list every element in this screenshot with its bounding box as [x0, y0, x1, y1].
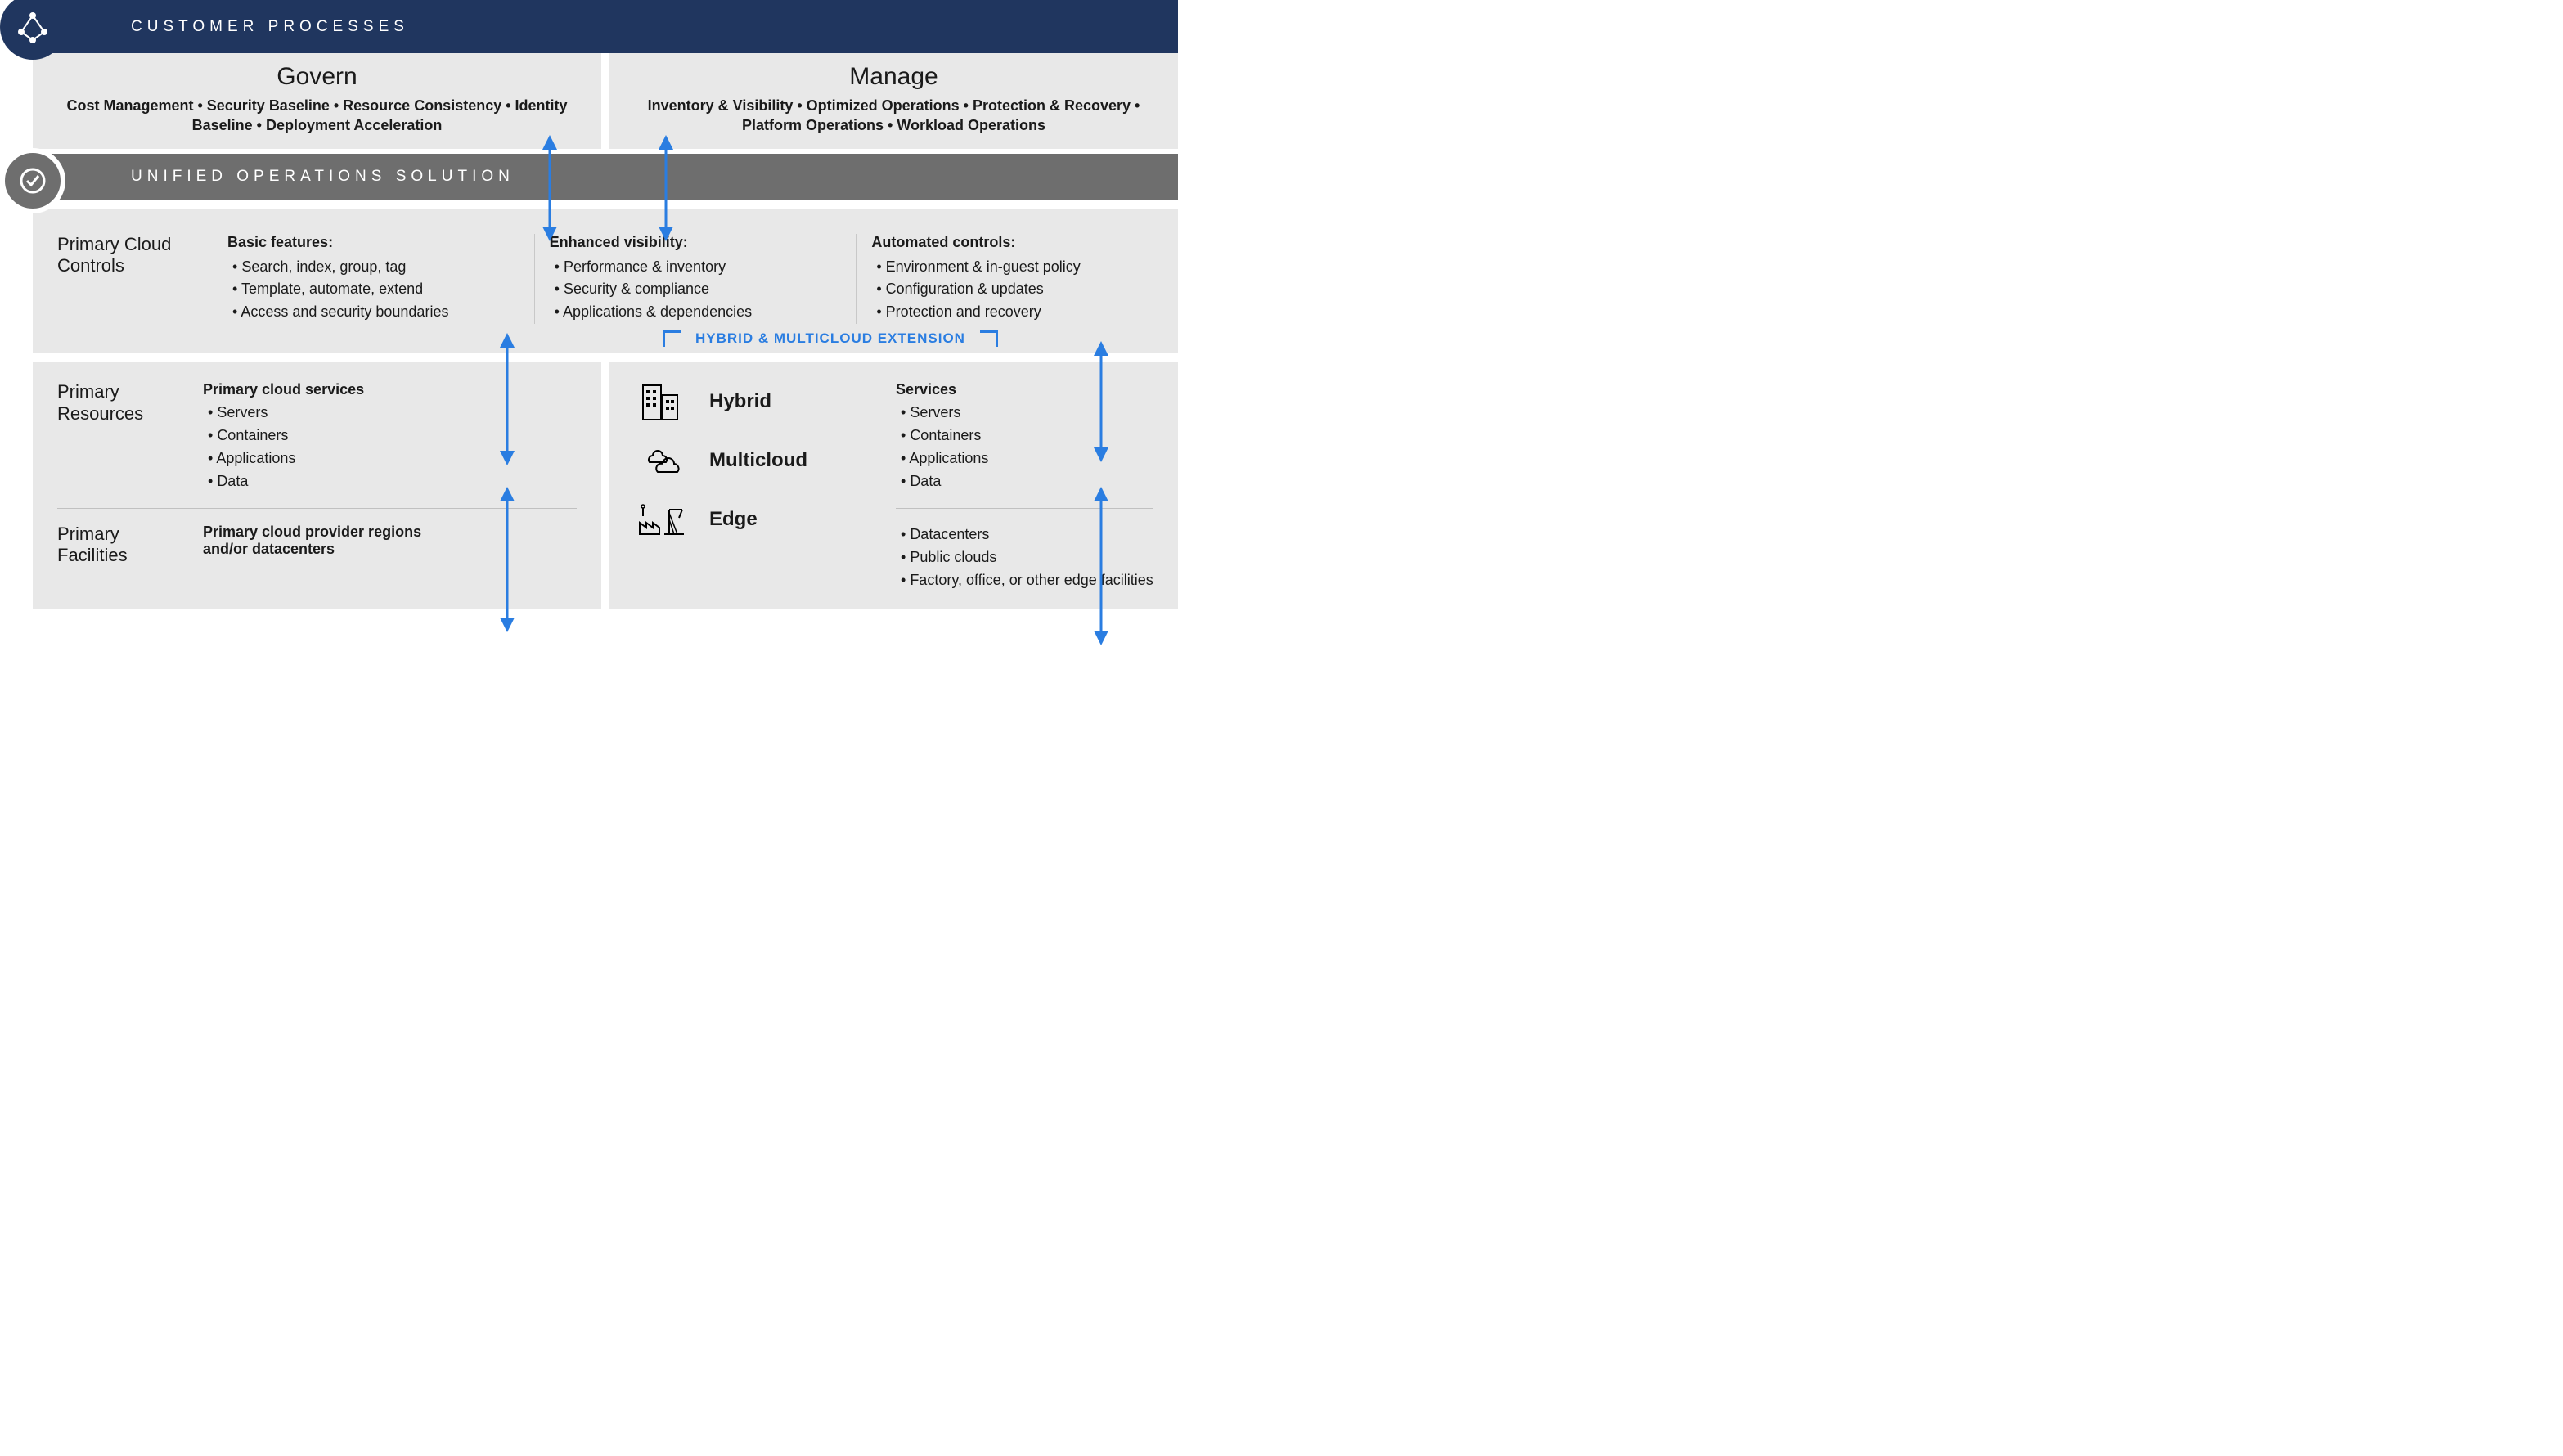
multicloud-row: Multicloud — [634, 440, 879, 481]
divider — [896, 508, 1153, 509]
basic-features-col: Basic features: Search, index, group, ta… — [213, 234, 534, 325]
banner-customer-processes: CUSTOMER PROCESSES — [33, 0, 1178, 53]
visibility-heading: Enhanced visibility: — [550, 234, 842, 251]
visibility-list: Performance & inventory Security & compl… — [550, 256, 842, 325]
banner-unified-ops: UNIFIED OPERATIONS SOLUTION — [33, 154, 1178, 200]
services-list: Servers Containers Applications Data — [896, 402, 1153, 493]
list-item: Data — [208, 470, 364, 493]
network-icon — [15, 9, 51, 45]
resources-list: Servers Containers Applications Data — [203, 402, 364, 493]
auto-heading: Automated controls: — [871, 234, 1163, 251]
divider — [57, 508, 577, 509]
edge-row: Edge — [634, 499, 879, 540]
bracket-right-icon — [980, 330, 998, 347]
resources-label-text: Primary Resources — [57, 381, 143, 423]
hybrid-label: Hybrid — [709, 390, 771, 413]
auto-col: Automated controls: Environment & in-gue… — [856, 234, 1178, 325]
manage-box: Manage Inventory & Visibility • Optimize… — [609, 53, 1178, 149]
list-item: Security & compliance — [555, 278, 842, 301]
govern-title: Govern — [49, 63, 585, 91]
primary-cloud-controls: Primary Cloud Controls Basic features: S… — [33, 209, 1178, 354]
basic-heading: Basic features: — [227, 234, 519, 251]
resources-heading: Primary cloud services — [203, 381, 364, 398]
check-circle-icon — [18, 166, 47, 195]
extension-label: HYBRID & MULTICLOUD EXTENSION — [695, 330, 965, 347]
bracket-left-icon — [663, 330, 681, 347]
list-item: Environment & in-guest policy — [876, 256, 1163, 279]
facilities-label: Primary Facilities — [57, 524, 172, 567]
list-item: Servers — [208, 402, 364, 425]
extension-label-bar: HYBRID & MULTICLOUD EXTENSION — [663, 330, 998, 347]
check-icon-badge — [0, 148, 65, 213]
list-item: Applications & dependencies — [555, 301, 842, 324]
banner1-text: CUSTOMER PROCESSES — [131, 18, 409, 36]
facilities-label-text: Primary Facilities — [57, 524, 128, 565]
list-item: Configuration & updates — [876, 278, 1163, 301]
resources-label: Primary Resources — [57, 381, 172, 425]
list-item: Public clouds — [901, 546, 1153, 569]
manage-sub: Inventory & Visibility • Optimized Opera… — [626, 96, 1162, 136]
hybrid-multicloud-box: Hybrid Multicloud Edge Services — [609, 362, 1178, 608]
list-item: Performance & inventory — [555, 256, 842, 279]
list-item: Search, index, group, tag — [232, 256, 519, 279]
facilities-text: Primary cloud provider regions and/or da… — [203, 524, 448, 558]
list-item: Applications — [208, 447, 364, 470]
list-item: Template, automate, extend — [232, 278, 519, 301]
govern-box: Govern Cost Management • Security Baseli… — [33, 53, 601, 149]
list-item: Containers — [901, 425, 1153, 447]
pcc-label: Primary Cloud Controls — [57, 234, 213, 325]
list-item: Data — [901, 470, 1153, 493]
factory-icon — [634, 499, 691, 540]
multicloud-label: Multicloud — [709, 449, 807, 472]
banner2-text: UNIFIED OPERATIONS SOLUTION — [131, 168, 515, 186]
list-item: Protection and recovery — [876, 301, 1163, 324]
edge-label: Edge — [709, 508, 758, 531]
buildings-icon — [634, 381, 691, 422]
list-item: Datacenters — [901, 524, 1153, 546]
list-item: Factory, office, or other edge facilitie… — [901, 569, 1153, 592]
basic-list: Search, index, group, tag Template, auto… — [227, 256, 519, 325]
hybrid-row: Hybrid — [634, 381, 879, 422]
list-item: Applications — [901, 447, 1153, 470]
manage-title: Manage — [626, 63, 1162, 91]
list-item: Containers — [208, 425, 364, 447]
visibility-col: Enhanced visibility: Performance & inven… — [534, 234, 857, 325]
clouds-icon — [634, 440, 691, 481]
primary-resources-box: Primary Resources Primary cloud services… — [33, 362, 601, 608]
facilities-list: Datacenters Public clouds Factory, offic… — [896, 524, 1153, 592]
list-item: Servers — [901, 402, 1153, 425]
auto-list: Environment & in-guest policy Configurat… — [871, 256, 1163, 325]
top-boxes: Govern Cost Management • Security Baseli… — [33, 53, 1178, 149]
govern-sub: Cost Management • Security Baseline • Re… — [49, 96, 585, 136]
list-item: Access and security boundaries — [232, 301, 519, 324]
services-heading: Services — [896, 381, 1153, 398]
pcc-label-text: Primary Cloud Controls — [57, 234, 171, 276]
bottom-row: Primary Resources Primary cloud services… — [33, 362, 1178, 608]
